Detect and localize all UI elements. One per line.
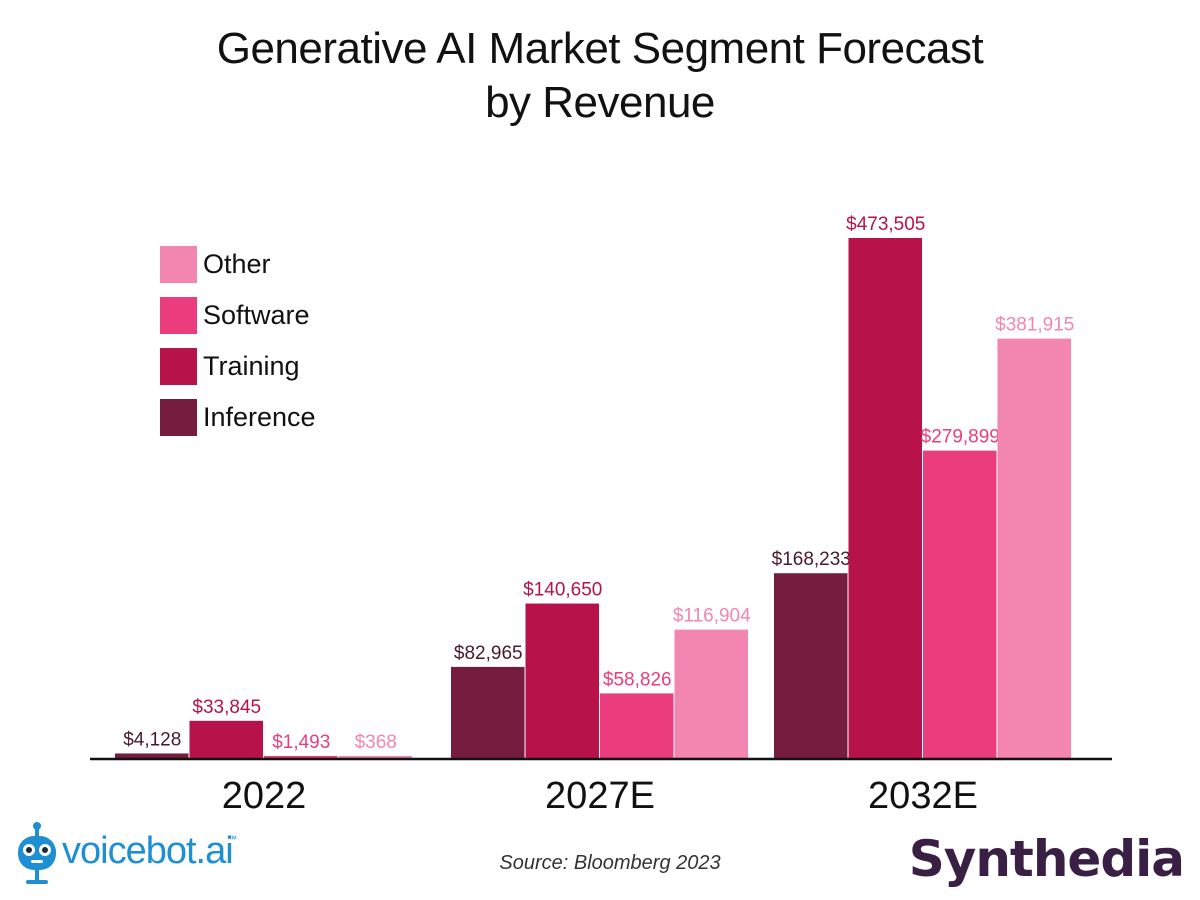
legend: Other Software Training Inference xyxy=(160,246,420,450)
data-label-training-2022: $33,845 xyxy=(192,697,261,718)
synthedia-logo: Synthedia xyxy=(908,830,1185,888)
legend-swatch-training xyxy=(160,348,197,385)
data-label-other-2027e: $116,904 xyxy=(673,606,751,627)
bar-training-2032e xyxy=(848,238,922,758)
bar-other-2032e xyxy=(997,338,1071,758)
data-label-other-2022: $368 xyxy=(355,732,397,753)
x-tick-label-2027e: 2027E xyxy=(545,775,655,817)
bar-software-2022 xyxy=(264,756,338,758)
robot-mic-icon xyxy=(18,822,56,884)
voicebot-logo-text: voicebot.ai xyxy=(62,830,234,872)
legend-label-training: Training xyxy=(203,351,300,381)
legend-swatch-other xyxy=(160,246,197,283)
chart-title-line-2: by Revenue xyxy=(485,78,715,127)
chart-title: Generative AI Market Segment Forecast by… xyxy=(0,22,1200,130)
voicebot-trademark: ™ xyxy=(228,834,237,844)
source-note: Source: Bloomberg 2023 xyxy=(499,852,721,874)
legend-item-software: Software xyxy=(160,297,420,334)
chart-title-line-1: Generative AI Market Segment Forecast xyxy=(216,24,984,73)
bar-training-2027e xyxy=(525,603,599,758)
bar-software-2032e xyxy=(923,450,997,758)
data-label-training-2027e: $140,650 xyxy=(523,580,602,601)
bar-inference-2032e xyxy=(774,573,848,758)
bar-software-2027e xyxy=(600,693,674,758)
legend-item-other: Other xyxy=(160,246,420,283)
data-label-other-2032e: $381,915 xyxy=(995,315,1074,336)
voicebot-logo: voicebot.ai ™ xyxy=(14,820,244,890)
legend-swatch-software xyxy=(160,297,197,334)
legend-swatch-inference xyxy=(160,399,197,436)
bar-inference-2027e xyxy=(451,666,525,758)
data-label-software-2022: $1,493 xyxy=(272,732,330,753)
x-tick-label-2032e: 2032E xyxy=(868,775,978,817)
data-label-software-2032e: $279,899 xyxy=(921,427,1000,448)
legend-label-inference: Inference xyxy=(203,402,316,432)
data-label-inference-2022: $4,128 xyxy=(123,729,181,750)
bar-other-2022 xyxy=(338,756,412,758)
data-label-inference-2027e: $82,965 xyxy=(454,643,523,664)
bar-inference-2022 xyxy=(115,753,189,758)
data-label-inference-2032e: $168,233 xyxy=(772,549,851,570)
x-tick-label-2022: 2022 xyxy=(222,775,307,817)
data-label-software-2027e: $58,826 xyxy=(603,669,672,690)
bar-training-2022 xyxy=(189,720,263,758)
legend-item-inference: Inference xyxy=(160,399,420,436)
legend-label-other: Other xyxy=(203,249,271,279)
legend-item-training: Training xyxy=(160,348,420,385)
legend-label-software: Software xyxy=(203,300,310,330)
bar-other-2027e xyxy=(674,629,748,758)
data-label-training-2032e: $473,505 xyxy=(846,214,925,235)
